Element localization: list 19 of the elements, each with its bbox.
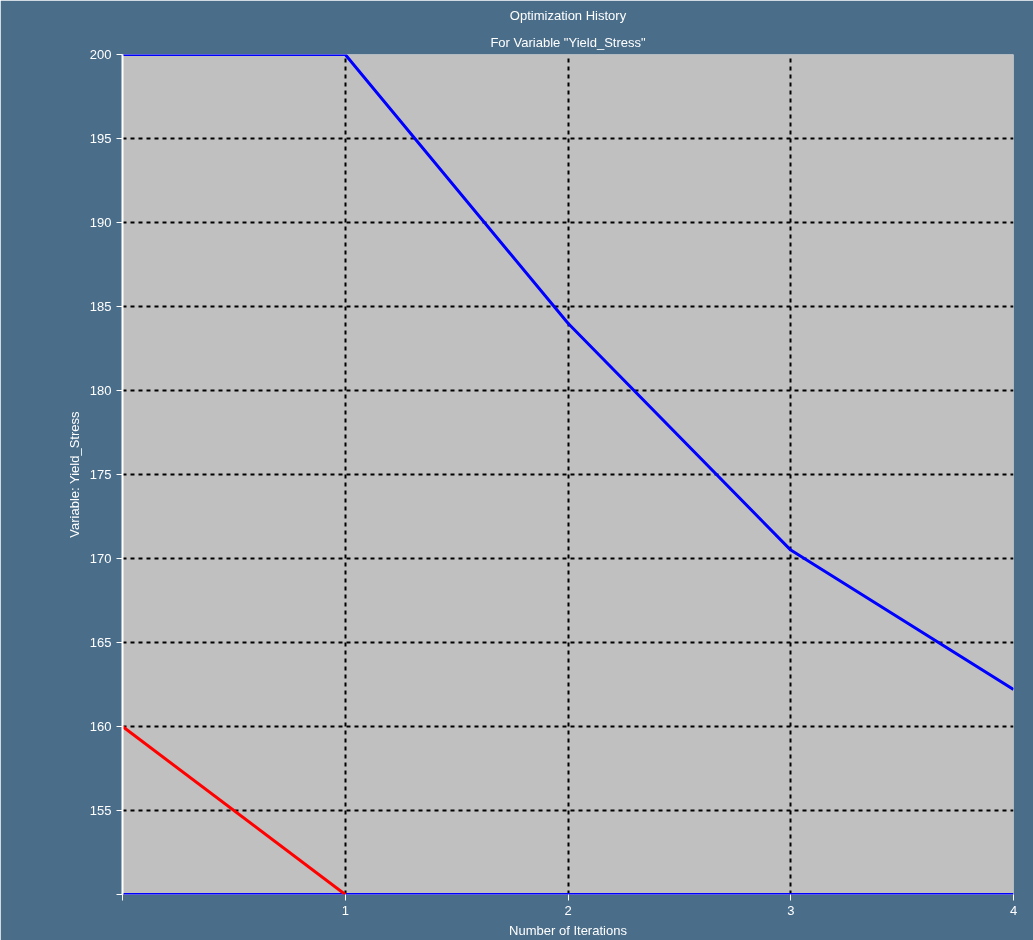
y-tick-label: 180 <box>89 383 112 398</box>
y-tick-label: 195 <box>89 131 112 146</box>
line-series <box>122 54 1014 692</box>
x-tick-label: 1 <box>341 902 349 918</box>
chart-subtitle: For Variable "Yield_Stress" <box>490 34 646 50</box>
y-tick-label: 160 <box>89 719 112 734</box>
x-axis-title: Number of Iterations <box>509 922 628 938</box>
chart-title: Optimization History <box>509 7 627 23</box>
x-tick-label: 3 <box>787 902 795 918</box>
y-tick-label: 170 <box>89 551 112 566</box>
y-tick-label: 190 <box>89 215 112 230</box>
y-axis-title: Variable: Yield_Stress <box>66 411 82 538</box>
y-tick-label: 175 <box>89 467 112 482</box>
x-tick-label: 2 <box>564 902 572 918</box>
y-tick-label: 155 <box>89 803 112 818</box>
x-tick-label: 4 <box>1009 902 1018 918</box>
y-tick-label: 185 <box>89 299 112 314</box>
y-tick-label: 200 <box>89 47 112 62</box>
y-tick-label: 165 <box>89 635 112 650</box>
